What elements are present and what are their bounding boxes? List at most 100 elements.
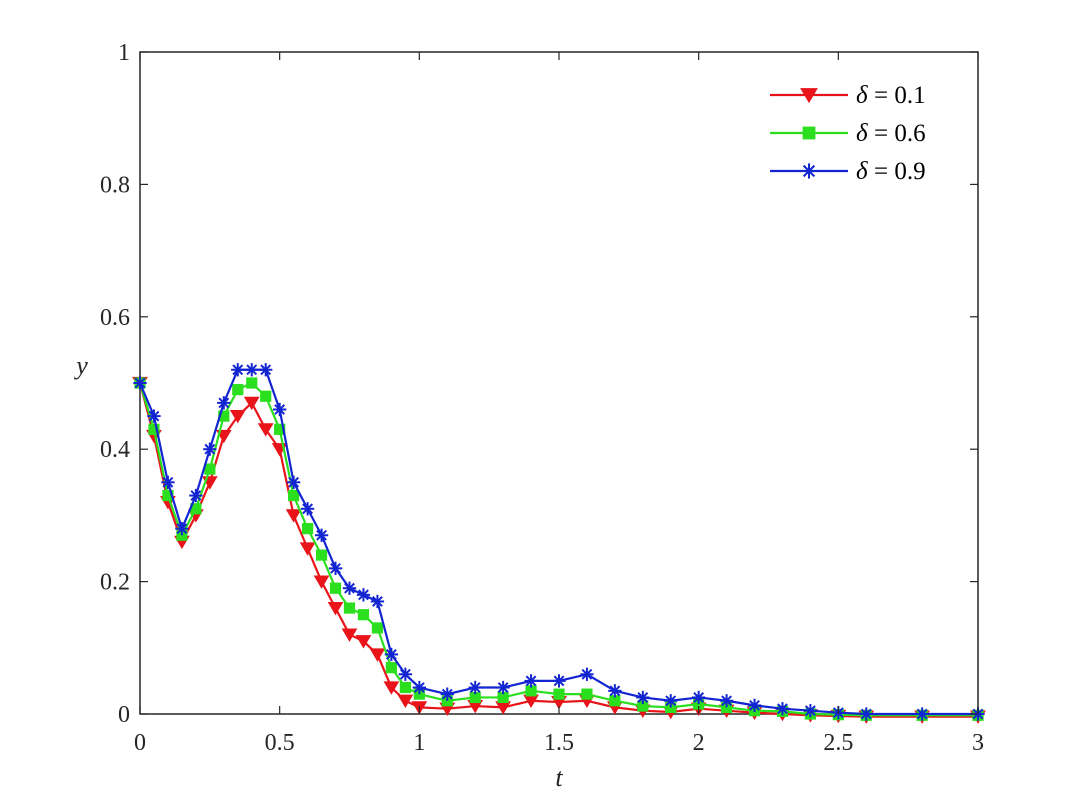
- data-point: [580, 667, 594, 681]
- data-point: [608, 684, 622, 698]
- data-point: [302, 523, 314, 535]
- legend-symbol: δ: [856, 158, 868, 185]
- data-point: [217, 396, 231, 410]
- data-point: [300, 502, 315, 516]
- plot-area: [139, 51, 979, 715]
- data-point: [245, 363, 259, 377]
- legend-symbol: δ: [856, 82, 868, 109]
- data-point: [299, 542, 316, 556]
- data-point: [148, 423, 160, 435]
- data-point: [553, 688, 565, 700]
- data-point: [286, 475, 301, 489]
- data-point: [260, 390, 272, 402]
- data-point: [525, 685, 537, 697]
- data-point: [161, 475, 175, 489]
- data-point: [399, 681, 411, 694]
- data-point: [719, 694, 734, 708]
- data-point: [775, 702, 790, 716]
- y-tick-label: 0: [118, 702, 130, 728]
- data-point: [803, 704, 818, 718]
- data-point: [371, 622, 384, 634]
- data-point: [384, 647, 399, 662]
- legend-symbol: δ: [856, 120, 868, 147]
- data-point: [329, 582, 342, 594]
- data-point: [175, 521, 189, 536]
- data-point: [692, 690, 706, 705]
- data-point: [637, 700, 649, 712]
- legend-item: δ = 0.1: [770, 82, 926, 109]
- series-layer: [132, 363, 986, 724]
- data-point: [232, 384, 244, 396]
- data-point: [747, 698, 762, 713]
- data-point: [469, 691, 481, 704]
- data-point: [147, 409, 161, 423]
- data-point: [229, 410, 246, 424]
- data-point: [273, 402, 287, 417]
- x-tick-label: 2.5: [823, 730, 853, 756]
- x-tick-label: 0: [134, 730, 146, 756]
- data-point: [383, 681, 400, 695]
- data-point: [203, 442, 217, 456]
- data-point: [257, 423, 274, 437]
- data-point: [313, 575, 330, 589]
- y-tick-label: 0.2: [100, 570, 130, 596]
- data-point: [397, 694, 414, 709]
- x-tick-label: 1: [413, 730, 425, 756]
- tick-layer: 0 0.5 1 1.5 2 2.5 3 0 0.2 0.4 0.6 0.8 1: [100, 40, 984, 756]
- data-point: [246, 377, 258, 389]
- data-point: [327, 601, 344, 616]
- x-tick-label: 2: [693, 730, 705, 756]
- data-point: [385, 662, 397, 674]
- legend-label: = 0.1: [874, 82, 926, 109]
- data-point: [190, 503, 202, 515]
- legend-item: δ = 0.6: [770, 120, 926, 147]
- x-tick-label: 0.5: [265, 730, 295, 756]
- data-point: [162, 489, 174, 502]
- data-point: [343, 602, 356, 614]
- legend-item: δ = 0.9: [770, 158, 926, 185]
- data-point: [204, 463, 216, 475]
- data-point: [664, 694, 678, 708]
- data-point: [915, 707, 929, 721]
- series-2: [133, 363, 985, 721]
- data-point: [314, 528, 329, 542]
- data-point: [398, 667, 413, 681]
- data-point: [259, 363, 273, 377]
- data-point: [341, 628, 358, 642]
- data-point: [636, 690, 650, 705]
- data-point: [496, 680, 510, 695]
- data-point: [369, 648, 386, 662]
- data-point: [859, 707, 873, 721]
- data-point: [315, 549, 328, 561]
- data-point: [355, 635, 372, 649]
- data-point: [328, 561, 343, 576]
- data-point: [440, 687, 454, 701]
- y-tick-label: 1: [118, 40, 130, 66]
- data-point: [231, 363, 245, 377]
- data-point: [609, 695, 621, 707]
- y-tick-label: 0.4: [100, 437, 130, 463]
- data-point: [412, 680, 426, 695]
- data-point: [468, 680, 482, 695]
- data-point: [274, 423, 286, 435]
- legend-label: = 0.9: [874, 158, 926, 185]
- y-tick-label: 0.8: [100, 172, 130, 198]
- data-point: [370, 594, 385, 609]
- data-point: [218, 410, 230, 422]
- data-point: [581, 688, 593, 700]
- x-tick-label: 1.5: [544, 730, 574, 756]
- data-point: [802, 126, 816, 140]
- data-point: [524, 674, 538, 688]
- data-point: [133, 376, 147, 390]
- y-axis-label: y: [73, 351, 88, 380]
- legend: δ = 0.1δ = 0.6δ = 0.9: [770, 82, 926, 185]
- legend-label: = 0.6: [874, 120, 926, 147]
- data-point: [243, 396, 260, 411]
- data-point: [342, 581, 357, 595]
- data-point: [356, 588, 371, 602]
- data-point: [357, 609, 370, 621]
- x-axis-label: t: [555, 763, 563, 791]
- data-point: [800, 88, 818, 104]
- data-point: [497, 691, 509, 704]
- x-tick-label: 3: [972, 730, 984, 756]
